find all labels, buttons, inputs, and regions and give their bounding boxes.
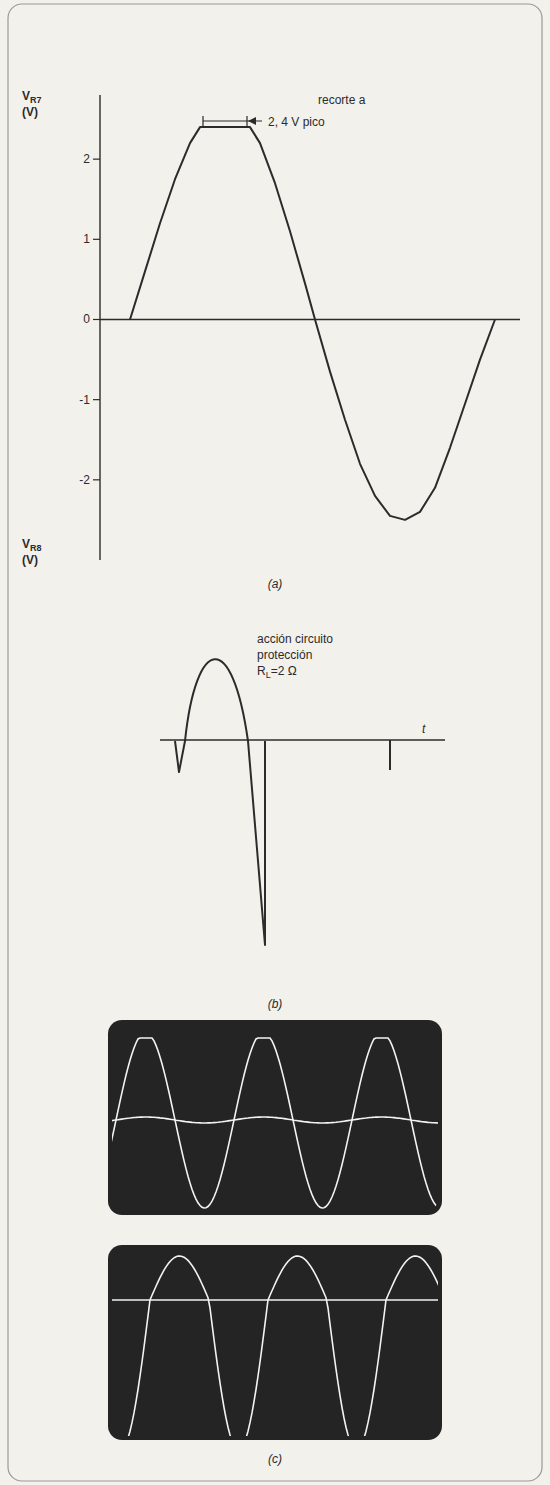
y-tick — [93, 479, 100, 480]
y-label-top-sub: R7 — [30, 95, 42, 105]
frame — [8, 4, 542, 1481]
y-tick — [93, 239, 100, 240]
panel-label: (a) — [268, 577, 283, 591]
annotation-bracket — [246, 116, 247, 126]
panel-label: (b) — [268, 997, 283, 1011]
y-tick — [93, 159, 100, 160]
reference-trace — [112, 1117, 438, 1123]
background — [0, 0, 550, 1485]
y-tick — [93, 399, 100, 400]
y-tick-label: -2 — [79, 473, 90, 487]
baseline-trace — [112, 1299, 438, 1300]
x-axis — [100, 319, 520, 320]
y-tick-label: -1 — [79, 393, 90, 407]
annotation: protección — [257, 648, 312, 662]
y-label-bottom-sub: R8 — [30, 543, 42, 553]
scope-screen — [108, 1020, 442, 1215]
y-label-bottom-unit: (V) — [22, 553, 38, 567]
y-label-top-unit: (V) — [22, 105, 38, 119]
page: -2-1012VR7(V)VR8(V)recorte a2, 4 V pico(… — [0, 0, 550, 1485]
y-tick-label: 1 — [83, 232, 90, 246]
annotation: 2, 4 V pico — [268, 115, 325, 129]
protection-trace — [112, 1256, 438, 1436]
waveform — [130, 127, 495, 520]
load-label: RL=2 Ω — [257, 664, 297, 680]
protection-waveform — [175, 659, 265, 945]
annotation-arrowhead — [248, 117, 256, 125]
y-label-top: VR7(V) — [22, 89, 42, 119]
annotation: acción circuito — [257, 632, 333, 646]
y-tick — [93, 319, 100, 320]
y-tick-label: 2 — [83, 152, 90, 166]
load-label-main: R — [257, 664, 266, 678]
clipped-sine-trace — [112, 1038, 438, 1208]
y-label-bottom-main: V — [22, 537, 30, 551]
panel-label: (c) — [268, 1452, 282, 1466]
protection-spike — [389, 740, 391, 770]
scope-traces — [112, 1256, 438, 1436]
y-axis — [99, 95, 100, 560]
annotation: recorte a — [318, 93, 366, 107]
axis-label: t — [422, 722, 426, 736]
load-label-rest: =2 Ω — [271, 664, 297, 678]
plot-area — [130, 127, 495, 520]
time-axis — [160, 739, 445, 740]
y-label-top-main: V — [22, 89, 30, 103]
y-tick-label: 0 — [83, 312, 90, 326]
scope-screen — [108, 1245, 442, 1440]
scope-traces — [112, 1038, 438, 1208]
y-label-bottom: VR8(V) — [22, 537, 42, 567]
annotation-bracket — [202, 116, 203, 126]
